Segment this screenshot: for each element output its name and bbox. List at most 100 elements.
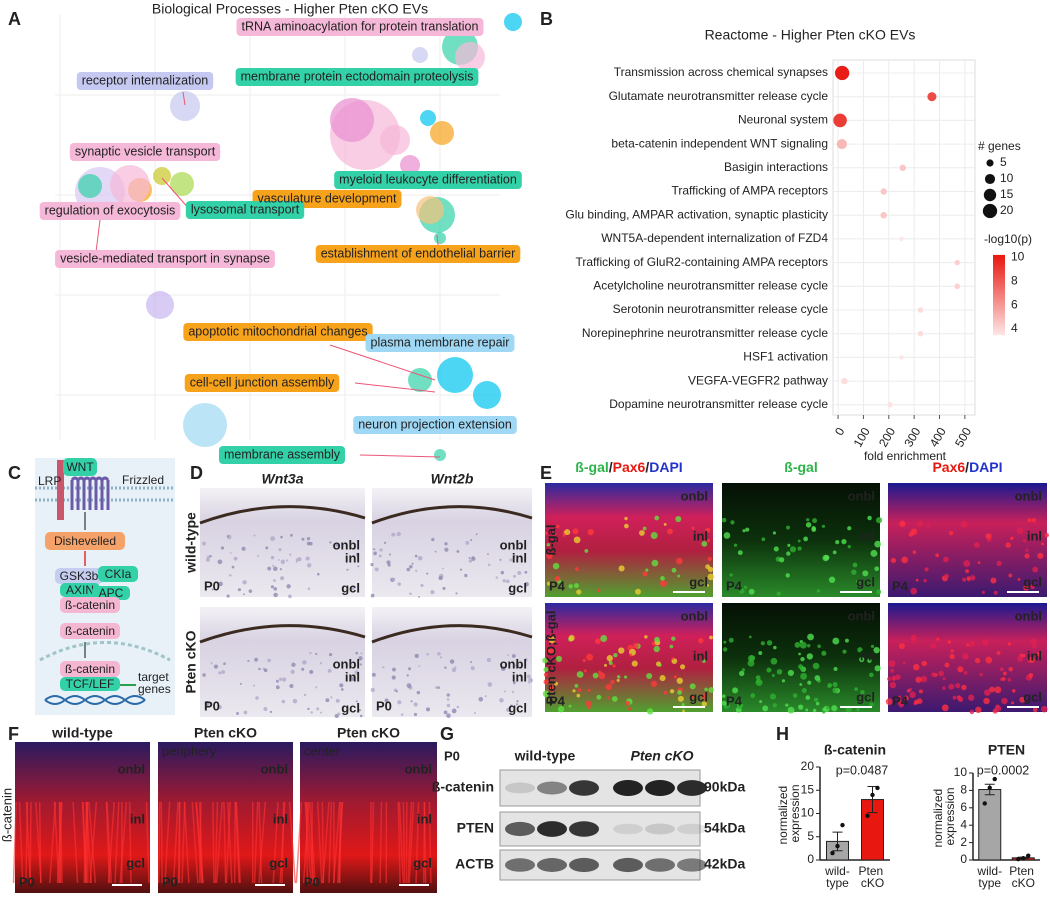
cell [587, 688, 591, 692]
cell [573, 536, 581, 544]
cell [444, 666, 447, 669]
cell [507, 654, 509, 656]
cell [335, 543, 339, 547]
cell [406, 683, 412, 688]
cell [698, 637, 704, 644]
band [569, 857, 599, 873]
cell [316, 707, 320, 711]
colorbar-step [993, 292, 1005, 296]
cell [807, 633, 814, 641]
cell [874, 665, 881, 672]
cell [963, 671, 968, 675]
micrograph [722, 483, 880, 597]
cell [969, 640, 976, 647]
cell [654, 515, 660, 521]
cell [1008, 573, 1013, 578]
cell [406, 567, 411, 572]
cell [821, 524, 826, 528]
cell [229, 552, 232, 554]
cell [425, 707, 431, 712]
cell [676, 677, 683, 684]
micrograph [545, 603, 713, 712]
cell [748, 588, 755, 595]
cell [901, 556, 909, 564]
cell [513, 574, 516, 578]
cell [680, 664, 686, 670]
point [1026, 853, 1031, 858]
cell [502, 579, 506, 583]
cell [546, 581, 551, 586]
y-tick-label: Neuronal system [738, 113, 828, 127]
cell [701, 701, 707, 707]
cell [562, 533, 566, 537]
cell [576, 589, 582, 595]
node-label: CKIa [105, 567, 132, 581]
pigment-layer [371, 505, 533, 525]
colorbar-step [993, 260, 1005, 264]
term-box [69, 143, 221, 161]
cell [223, 662, 226, 666]
cell [468, 559, 473, 563]
cell [248, 589, 253, 593]
band [505, 858, 535, 872]
cell [378, 554, 382, 558]
point [835, 843, 840, 849]
cell [243, 710, 248, 715]
cell [258, 667, 261, 671]
layer-label: inl [860, 648, 875, 663]
age-label: P4 [892, 578, 909, 593]
band [613, 823, 643, 835]
column-header: Pten cKO [337, 725, 400, 741]
cell [329, 541, 332, 544]
header-part: / [965, 459, 969, 475]
cell [831, 705, 838, 712]
node-label: ß-catenin [65, 624, 115, 638]
fiber [158, 801, 161, 884]
cell [813, 697, 819, 702]
bubble [400, 155, 420, 175]
cell [509, 558, 513, 562]
cell [847, 526, 852, 531]
cell [545, 648, 551, 654]
fiber [402, 801, 406, 884]
cell [921, 660, 928, 667]
x-tick-label: Pten cKO [858, 864, 886, 890]
y-tick-label: 0 [960, 852, 967, 866]
cell [745, 527, 750, 532]
fiber [183, 801, 190, 884]
bubble [420, 110, 436, 126]
band [613, 780, 643, 796]
fiber [415, 801, 420, 884]
node-label: target genes [138, 670, 172, 696]
header-part: Pax6 [613, 459, 646, 475]
colorbar-step [993, 298, 1005, 302]
cell [471, 556, 476, 562]
cell [358, 708, 361, 712]
y-tick-label: Basigin interactions [724, 160, 828, 174]
layer-label: onbl [500, 656, 527, 671]
cell [654, 636, 660, 643]
cell [974, 657, 981, 664]
cell [876, 589, 882, 595]
layer-label: onbl [1015, 608, 1042, 623]
cell [755, 675, 761, 681]
cell [707, 573, 715, 581]
cell [574, 567, 579, 572]
bubble [78, 174, 102, 198]
cell [524, 658, 528, 662]
group-label: Pten cKO [630, 748, 693, 764]
colorbar-step [993, 304, 1005, 308]
cell [282, 677, 287, 682]
point [830, 850, 835, 856]
cell [239, 682, 242, 685]
cell [213, 664, 219, 669]
cell [413, 702, 418, 707]
cell [505, 707, 511, 712]
cell [297, 557, 302, 562]
band [537, 858, 567, 872]
age-label: P0 [204, 578, 220, 593]
cell [948, 683, 955, 690]
bubble [183, 403, 227, 447]
cell [379, 548, 383, 552]
cell [596, 694, 602, 700]
